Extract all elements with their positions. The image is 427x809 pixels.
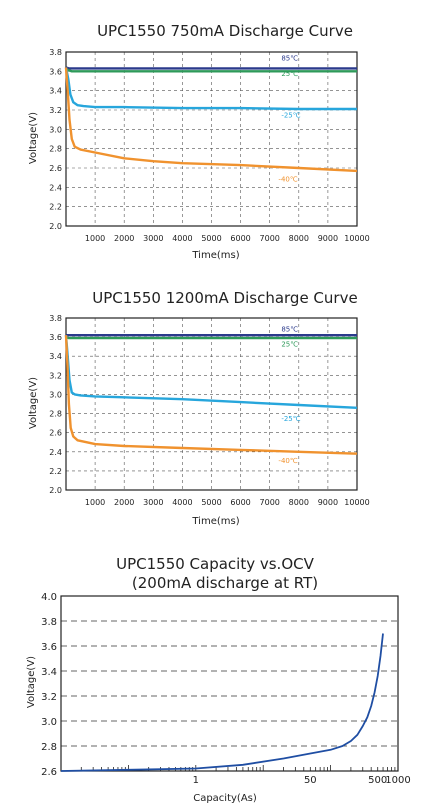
- x-tick-label: 5000: [201, 234, 221, 243]
- x-tick-label: 7000: [260, 498, 280, 507]
- x-tick-label: 2000: [114, 234, 134, 243]
- x-tick-label: 1000: [85, 234, 105, 243]
- y-tick-label: 3.0: [49, 125, 62, 134]
- x-tick-label: 10000: [344, 234, 369, 243]
- y-tick-label: 2.8: [49, 145, 62, 154]
- series-label: 85℃: [281, 325, 298, 333]
- series-line: [64, 67, 357, 111]
- x-tick-label: 10000: [344, 498, 369, 507]
- y-tick-label: 3.8: [49, 48, 62, 57]
- y-tick-label: 3.0: [49, 390, 62, 399]
- y-tick-label: 3.4: [41, 667, 57, 678]
- series-line: [64, 67, 358, 173]
- x-tick-label: 1000: [85, 498, 105, 507]
- chart2-title: UPC1550 1200mA Discharge Curve: [92, 289, 357, 307]
- chart1-title: UPC1550 750mA Discharge Curve: [97, 22, 353, 40]
- chart3-subtitle: (200mA discharge at RT): [132, 574, 318, 592]
- x-tick-label: 9000: [318, 234, 338, 243]
- series-line: [65, 335, 357, 340]
- x-tick-label: 1: [193, 775, 199, 786]
- x-tick-label: 1000: [385, 775, 410, 786]
- y-tick-label: 3.6: [49, 333, 62, 342]
- x-tick-label: 4000: [172, 498, 192, 507]
- x-tick-label: 6000: [230, 234, 250, 243]
- x-tick-label: 50: [304, 775, 317, 786]
- y-tick-label: 4.0: [41, 592, 57, 603]
- chart-marks: 2.0 2.2 2.4 2.6 2.8 3.0 3.2 3.4 3.6 3.8 1000 2000 30…: [41, 48, 411, 786]
- series-line: [60, 633, 384, 772]
- x-tick-label: 8000: [289, 234, 309, 243]
- chart3-ylabel: Voltage(V): [26, 656, 37, 708]
- series-label: -40℃: [278, 176, 297, 184]
- y-tick-label: 2.6: [49, 164, 62, 173]
- x-tick-label: 7000: [260, 234, 280, 243]
- series-label: -25℃: [281, 112, 300, 120]
- x-tick-label: 3000: [143, 234, 163, 243]
- y-tick-label: 3.2: [49, 106, 62, 115]
- x-tick-label: 5000: [201, 498, 221, 507]
- chart3-xlabel: Capacity(As): [193, 793, 257, 804]
- x-tick-label: 4000: [172, 234, 192, 243]
- series-label: -40℃: [278, 457, 297, 465]
- series-label: 85℃: [281, 55, 298, 63]
- series-line: [65, 68, 357, 73]
- y-tick-label: 3.2: [41, 692, 57, 703]
- y-tick-label: 2.8: [41, 742, 57, 753]
- plot-frame: [65, 51, 358, 227]
- chart2-plot: 2.0 2.2 2.4 2.6 2.8 3.0 3.2 3.4 3.6 3.8 1000 2000 30…: [49, 314, 369, 507]
- y-tick-label: 3.2: [49, 371, 62, 380]
- series-line: [65, 66, 357, 70]
- y-tick-label: 2.2: [49, 467, 62, 476]
- y-tick-label: 3.4: [49, 87, 62, 96]
- y-tick-label: 3.8: [49, 314, 62, 323]
- series-line: [64, 335, 358, 455]
- y-tick-label: 2.2: [49, 203, 62, 212]
- chart2-xlabel: Time(ms): [191, 516, 239, 527]
- chart2-ylabel: Voltage(V): [28, 377, 39, 429]
- plot-frame: [60, 595, 399, 772]
- y-tick-label: 2.8: [49, 410, 62, 419]
- y-tick-label: 3.0: [41, 717, 57, 728]
- y-tick-label: 2.4: [49, 183, 62, 192]
- y-tick-label: 2.6: [49, 429, 62, 438]
- x-tick-label: 8000: [289, 498, 309, 507]
- y-tick-label: 3.4: [49, 352, 62, 361]
- x-tick-label: 2000: [114, 498, 134, 507]
- chart3-title: UPC1550 Capacity vs.OCV: [116, 555, 315, 573]
- chart1-ylabel: Voltage(V): [28, 112, 39, 164]
- series-label: -25℃: [281, 415, 300, 423]
- x-tick-label: 3000: [143, 498, 163, 507]
- y-tick-label: 2.6: [41, 767, 57, 778]
- series-label: 25℃: [281, 341, 298, 349]
- chart1-plot: 2.0 2.2 2.4 2.6 2.8 3.0 3.2 3.4 3.6 3.8 1000 2000 30…: [49, 48, 369, 243]
- x-tick-label: 6000: [230, 498, 250, 507]
- y-tick-label: 2.0: [49, 222, 62, 231]
- x-tick-label: 500: [368, 775, 387, 786]
- y-tick-label: 2.4: [49, 448, 62, 457]
- y-tick-label: 3.8: [41, 617, 57, 628]
- y-tick-label: 3.6: [41, 642, 57, 653]
- series-label: 25℃: [281, 70, 298, 78]
- plot-frame: [65, 317, 358, 491]
- x-tick-label: 9000: [318, 498, 338, 507]
- y-tick-label: 2.0: [49, 486, 62, 495]
- chart1-xlabel: Time(ms): [191, 250, 239, 261]
- y-tick-label: 3.6: [49, 67, 62, 76]
- series-line: [64, 335, 358, 409]
